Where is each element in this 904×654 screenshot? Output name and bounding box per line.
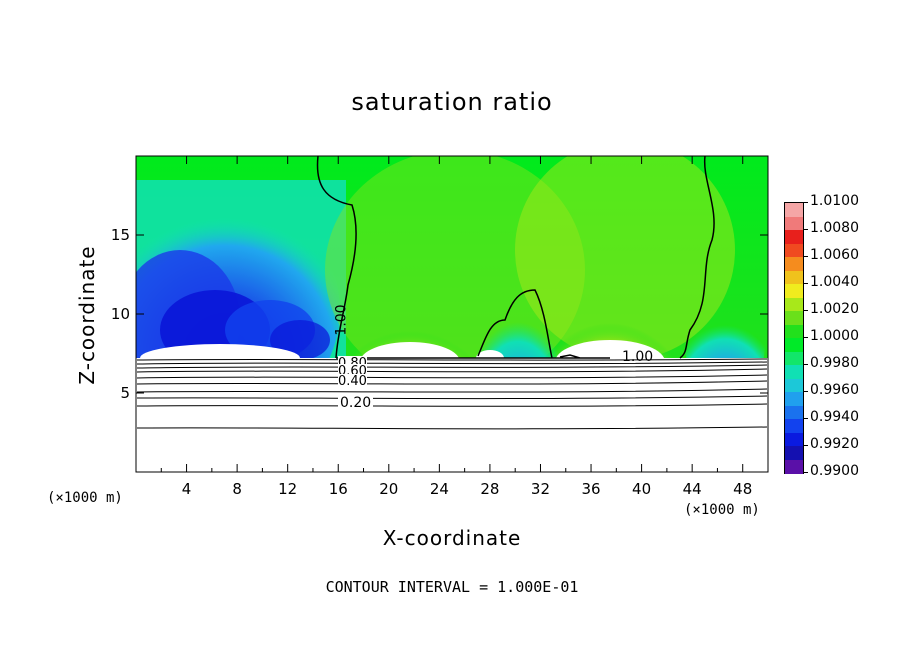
x-tick-label: 36 [581, 480, 601, 498]
colorbar-tick-label: 0.9960 [810, 382, 859, 398]
x-unit-label: (×1000 m) [684, 502, 760, 518]
colorbar-tick-label: 0.9940 [810, 409, 859, 425]
colorbar-swatch [785, 351, 803, 366]
x-tick-label: 24 [429, 480, 449, 498]
colorbar-swatch [785, 297, 803, 312]
colorbar-swatch [785, 311, 803, 325]
y-axis-label: Z-coordinate [75, 245, 99, 385]
x-tick-label: 44 [682, 480, 702, 498]
colorbar-swatch [785, 338, 803, 352]
colorbar-swatch [785, 419, 803, 433]
colorbar-swatch [785, 270, 803, 285]
colorbar-swatch [785, 203, 803, 217]
x-tick-label: 32 [530, 480, 551, 498]
colorbar-swatch [785, 284, 803, 298]
colorbar-tick-mark [803, 418, 808, 419]
y-tick-label: 15 [110, 226, 130, 244]
colorbar-tick-mark [803, 283, 808, 284]
contour-line-base [336, 354, 610, 359]
colorbar-tick-label: 0.9900 [810, 463, 859, 479]
x-tick-label: 28 [480, 480, 500, 498]
colorbar-swatch [785, 243, 803, 258]
colorbar-tick-mark [803, 391, 808, 392]
colorbar-tick-label: 0.9920 [810, 436, 859, 452]
colorbar-tick-mark [803, 364, 808, 365]
colorbar-tick-label: 1.0040 [810, 274, 859, 290]
x-tick-label: 48 [733, 480, 753, 498]
colorbar-swatch [785, 392, 803, 406]
y-tick-label: 10 [110, 305, 130, 323]
colorbar-swatch [785, 230, 803, 244]
contour-line-1-00-a [316, 155, 357, 359]
x-tick-label: 4 [181, 480, 192, 498]
colorbar-tick-mark [803, 337, 808, 338]
colorbar-swatch [785, 216, 803, 231]
colorbar-tick-mark [803, 472, 808, 473]
z-unit-label: (×1000 m) [47, 490, 123, 506]
contour-line-1-00-b [679, 155, 715, 359]
contour-line-inner [477, 289, 553, 359]
colorbar-swatch [785, 257, 803, 271]
colorbar-swatch [785, 365, 803, 379]
x-tick-label: 40 [632, 480, 652, 498]
colorbar-tick-label: 1.0100 [810, 193, 859, 209]
colorbar-tick-label: 1.0060 [810, 247, 859, 263]
axis-ticks [136, 156, 768, 472]
colorbar-swatch [785, 378, 803, 393]
colorbar-tick-label: 1.0000 [810, 328, 859, 344]
colorbar-swatch [785, 432, 803, 447]
contour-label-0-40: 0.40 [338, 374, 367, 389]
x-axis-label: X-coordinate [382, 526, 522, 550]
chart-title: saturation ratio [351, 88, 553, 116]
colorbar-tick-label: 0.9980 [810, 355, 859, 371]
x-tick-label: 20 [379, 480, 399, 498]
y-tick-label: 5 [120, 384, 130, 402]
colorbar-tick-mark [803, 310, 808, 311]
x-tick-label: 12 [278, 480, 298, 498]
colorbar-swatch [785, 324, 803, 339]
contour-interval-note: CONTOUR INTERVAL = 1.000E-01 [325, 578, 579, 596]
contour-label-1-00-a: 1.00 [333, 304, 350, 336]
colorbar-tick-label: 1.0020 [810, 301, 859, 317]
colorbar-swatch [785, 405, 803, 420]
contour-label-0-20: 0.20 [338, 395, 374, 411]
colorbar-tick-mark [803, 202, 808, 203]
x-tick-label: 8 [232, 480, 242, 498]
contour-label-1-00-b: 1.00 [622, 349, 654, 365]
colorbar-swatch [785, 459, 803, 474]
heatmap-field [136, 156, 768, 358]
colorbar [784, 202, 804, 474]
x-tick-label: 16 [328, 480, 348, 498]
colorbar-tick-mark [803, 445, 808, 446]
colorbar-tick-mark [803, 229, 808, 230]
colorbar-tick-label: 1.0080 [810, 220, 859, 236]
colorbar-tick-mark [803, 256, 808, 257]
colorbar-swatch [785, 446, 803, 460]
lower-contours [136, 358, 768, 430]
